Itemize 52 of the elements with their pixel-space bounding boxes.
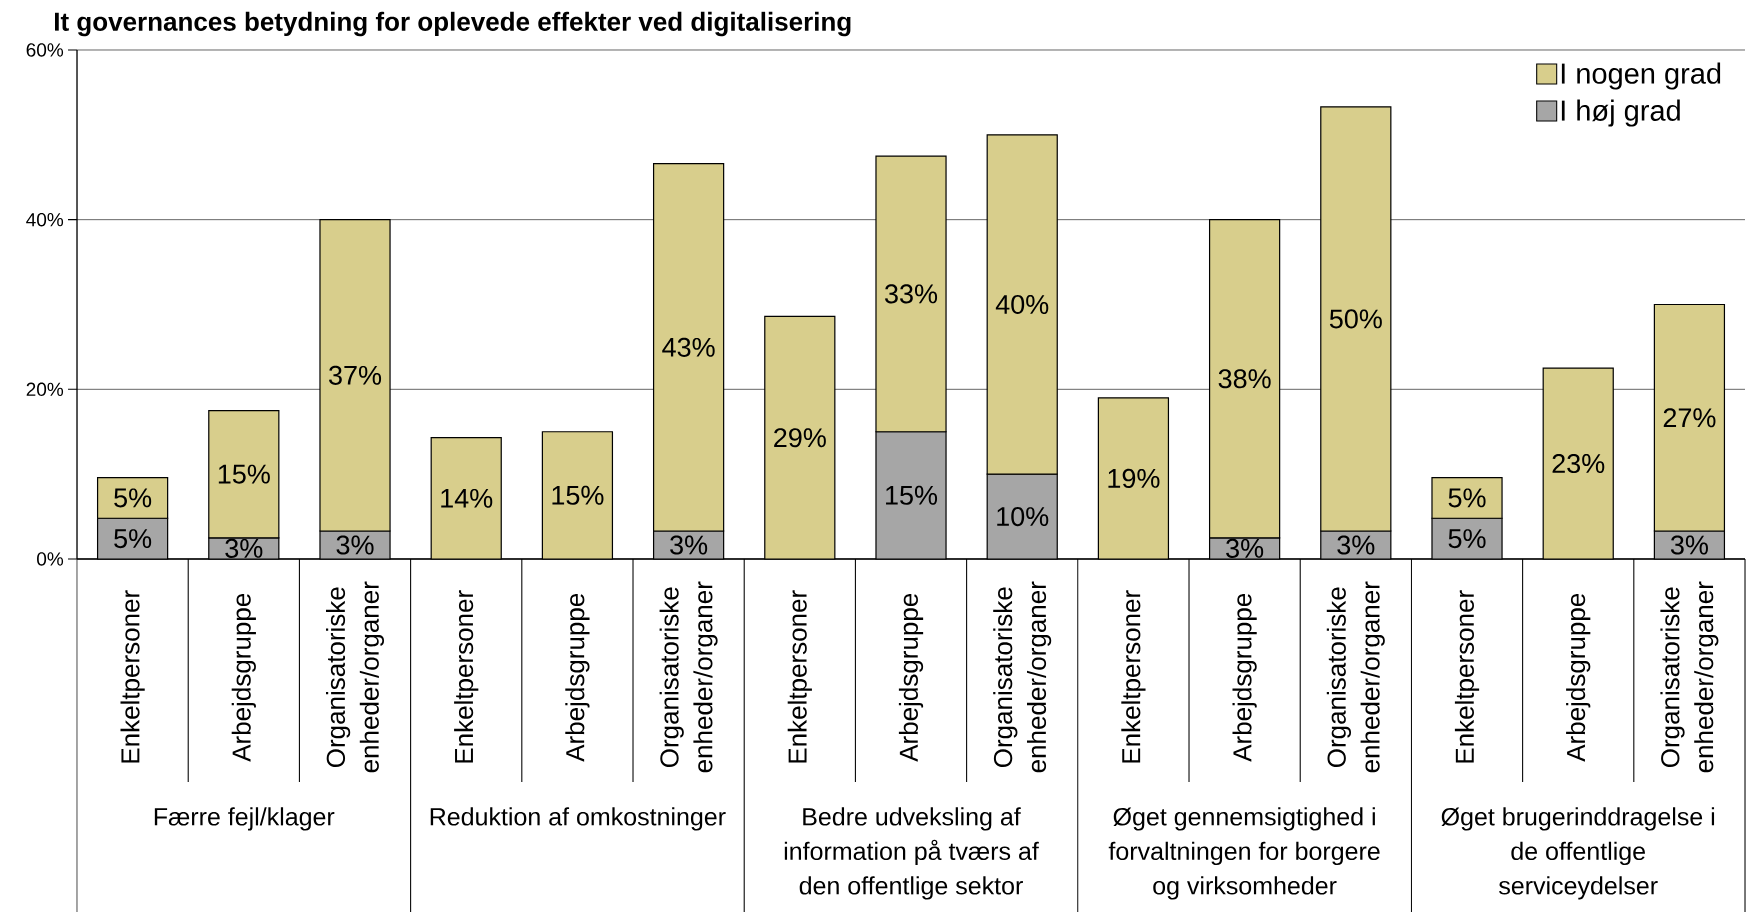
x-tick-label: Arbejdsgruppe — [898, 593, 924, 762]
x-tick-label: Organisatoriske enheder/organer — [325, 581, 385, 773]
y-tick-label: 0% — [37, 552, 64, 566]
data-label: 38% — [1218, 369, 1271, 389]
x-tick-label: Enkeltpersoner — [120, 590, 145, 763]
data-label: 3% — [336, 535, 374, 555]
text: Øget gennemsigtighed i forvaltningen for borgere og virksomheder — [1108, 807, 1380, 900]
data-label: 37% — [329, 365, 382, 385]
y-tick-label: 40% — [26, 212, 64, 227]
x-tick-label: Arbejdsgruppe — [565, 593, 590, 762]
x-tick-label: Arbejdsgruppe — [1232, 593, 1257, 762]
data-label: 15% — [886, 485, 938, 505]
x-tick-label: Enkeltpersoner — [1454, 590, 1480, 763]
data-label: 33% — [885, 284, 938, 304]
data-label: 3% — [225, 538, 263, 558]
text: Reduktion af omkostninger — [430, 807, 726, 831]
x-tick-label: Organisatoriske enheder/organer — [1326, 581, 1385, 773]
text: Øget brugerinddragelse i de offentlige serviceydelser — [1441, 807, 1715, 900]
data-label: 5% — [1448, 488, 1486, 508]
data-label: 5% — [114, 488, 152, 508]
data-label: 14% — [441, 488, 493, 508]
data-label: 15% — [218, 464, 270, 484]
data-label: 27% — [1663, 408, 1716, 428]
x-tick-label: Organisatoriske enheder/organer — [659, 581, 718, 773]
x-tick-label: Enkeltpersoner — [1121, 590, 1146, 763]
x-tick-label: Arbejdsgruppe — [231, 593, 256, 762]
x-tick-label: Organisatoriske enheder/organer — [1660, 581, 1719, 773]
x-tick-label: Organisatoriske enheder/organer — [993, 581, 1052, 773]
text: Færre fejl/klager — [154, 807, 335, 831]
data-label: 3% — [1226, 538, 1264, 558]
data-label: 3% — [670, 535, 708, 555]
data-label: 3% — [1670, 535, 1708, 555]
chart-title: It governances betydning for oplevede effekter ved digitalisering — [55, 11, 851, 37]
x-tick-label: Arbejdsgruppe — [1566, 593, 1591, 762]
text: Bedre udveksling af information på tværs af den offentlige sektor — [784, 807, 1039, 900]
data-label: 50% — [1329, 309, 1382, 329]
y-tick-label: 20% — [26, 382, 64, 397]
x-tick-label: Enkeltpersoner — [787, 590, 812, 763]
data-label: 29% — [774, 428, 826, 448]
data-label: 15% — [552, 485, 604, 505]
data-label: 5% — [1448, 529, 1486, 549]
data-label: 5% — [114, 529, 152, 549]
data-label: 10% — [997, 507, 1049, 527]
x-tick-label: Enkeltpersoner — [454, 590, 479, 763]
data-label: 23% — [1552, 454, 1605, 474]
data-label: 40% — [995, 294, 1049, 315]
y-tick-label: 60% — [26, 43, 64, 57]
legend-label: I nogen grad — [1561, 62, 1721, 90]
data-label: 3% — [1337, 535, 1375, 555]
legend-label: I høj grad — [1561, 99, 1680, 127]
data-label: 43% — [662, 337, 715, 357]
data-label: 19% — [1108, 468, 1160, 488]
